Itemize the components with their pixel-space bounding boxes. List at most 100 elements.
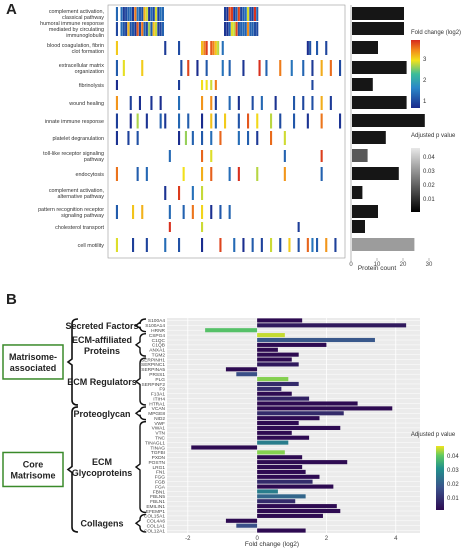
heatmap-cell	[134, 22, 137, 36]
heatmap-cell	[302, 60, 305, 76]
heatmap-cell	[159, 7, 162, 21]
heatmap-cell	[129, 22, 132, 36]
fold-change-bar-c1qb	[257, 342, 327, 347]
heatmap-cell	[320, 60, 323, 76]
heatmap-term-labels: complement activation, classical pathwayh…	[38, 9, 104, 249]
padj-legend-colorbar	[411, 148, 420, 212]
fold-change-bar-s100a4	[257, 318, 303, 323]
heatmap-cell	[306, 238, 309, 252]
heatmap-cell	[288, 238, 291, 252]
protein-count-tick-10: 10	[374, 262, 381, 268]
heatmap-cell	[187, 113, 190, 129]
heatmap-cell	[138, 22, 141, 36]
heatmap-cell	[201, 80, 204, 90]
padj-legend-tick-0.01: 0.01	[423, 197, 435, 203]
heatmap-cell	[339, 60, 342, 76]
fold-change-bar-lrg1	[257, 464, 303, 470]
protein-count-bar-cholesterol-transport	[352, 220, 365, 233]
heatmap-cell	[127, 7, 130, 21]
heatmap-cell	[219, 238, 222, 252]
heatmap-cell	[311, 96, 314, 110]
heatmap-cell	[242, 7, 245, 21]
heatmap-cell	[228, 205, 231, 219]
heatmap-cell	[120, 7, 123, 21]
heatmap-cell	[178, 131, 181, 145]
heatmap-cell	[145, 167, 148, 181]
fold-change-bar-f9	[257, 386, 282, 391]
fold-change-bar-nid2	[257, 416, 320, 421]
heatmap-cell	[145, 7, 148, 21]
fold-change-bar-mpge8	[257, 411, 344, 416]
fold-change-bar-itih4	[257, 396, 310, 401]
heatmap-cell	[125, 7, 128, 21]
heatmap-cell	[247, 113, 250, 129]
heatmap-cell	[143, 22, 146, 36]
group-label-ecm-glycoproteins: ECM Glycoproteins	[72, 457, 133, 478]
heatmap-cell	[256, 131, 259, 145]
matrisome-group-brackets: Secreted Factors ECM-affiliated Proteins EC…	[2, 318, 147, 533]
heatmap-cell	[159, 113, 162, 129]
protein-count-tick-0: 0	[349, 262, 353, 268]
heatmap-cell	[224, 7, 227, 21]
heatmap-cell	[242, 22, 245, 36]
heatmap-cell	[270, 113, 273, 129]
fold-change-bar-fbln5	[257, 494, 306, 499]
protein-count-bar-fibrinolysis	[352, 78, 373, 91]
heatmap-term-cell-motility: cell motility	[78, 243, 105, 249]
heatmap-cell	[242, 60, 245, 76]
heatmap-cell	[138, 7, 141, 21]
heatmap-cell	[201, 205, 204, 219]
heatmap-cell	[256, 22, 259, 36]
protein-count-bar-complement-activation-classical-pathway	[352, 7, 404, 20]
heatmap-term-extracellular-matrix-organization: extracellular matrix organization	[59, 63, 105, 75]
heatmap-cell	[329, 96, 332, 110]
heatmap-cell	[143, 7, 146, 21]
protein-label-s100a4: S100A4	[148, 318, 165, 324]
heatmap-cell	[164, 238, 167, 252]
heatmap-cell	[214, 113, 217, 129]
protein-label-serpinc1: SERPINC1	[141, 362, 165, 368]
protein-label-fga: FGA	[155, 484, 166, 490]
heatmap-cell	[161, 7, 164, 21]
heatmap-cell	[164, 186, 167, 200]
heatmap-cell	[178, 96, 181, 110]
fold-change-bar-col12a1	[257, 528, 306, 533]
heatmap-term-pattern-recognition-receptor-signaling-pathway: pattern recognition receptor signaling pa…	[38, 207, 104, 219]
heatmap-cell	[228, 7, 231, 21]
heatmap-cell	[157, 22, 160, 36]
heatmap-cell	[228, 96, 231, 110]
heatmap-cell	[297, 222, 300, 232]
heatmap-cell	[210, 113, 213, 129]
heatmap-cell	[247, 22, 250, 36]
heatmap-cell	[242, 238, 245, 252]
fold-legend-title: Fold change (log2)	[411, 30, 461, 36]
padj-legend-tick-0.03: 0.03	[423, 169, 435, 175]
heatmap-cell	[184, 131, 187, 145]
heatmap-cell	[152, 7, 155, 21]
heatmap-cell	[115, 167, 118, 181]
heatmap-cell	[150, 22, 153, 36]
heatmap-cell	[141, 205, 144, 219]
heatmap-cell	[205, 80, 208, 90]
super-bracket-matrisome-associated	[66, 318, 79, 406]
heatmap-cell	[210, 167, 213, 181]
heatmap-cell	[251, 22, 254, 36]
fold-change-bar-postn	[257, 460, 348, 465]
protein-label-postn: POSTN	[148, 460, 165, 466]
heatmap-cell	[214, 41, 217, 55]
fold-change-bar-vwf	[257, 421, 299, 426]
heatmap-cell	[219, 131, 222, 145]
heatmap-cell	[205, 60, 208, 76]
heatmap-cell	[228, 60, 231, 76]
heatmap-cell	[191, 186, 194, 200]
panel-b-label: B	[6, 291, 17, 308]
heatmap-cell	[293, 113, 296, 129]
heatmap-cell	[237, 167, 240, 181]
heatmap-cell	[316, 41, 319, 55]
heatmap-cell	[201, 238, 204, 252]
heatmap-cell	[145, 113, 148, 129]
heatmap-cell	[161, 22, 164, 36]
heatmap-cell	[249, 22, 252, 36]
heatmap-cell	[244, 22, 247, 36]
